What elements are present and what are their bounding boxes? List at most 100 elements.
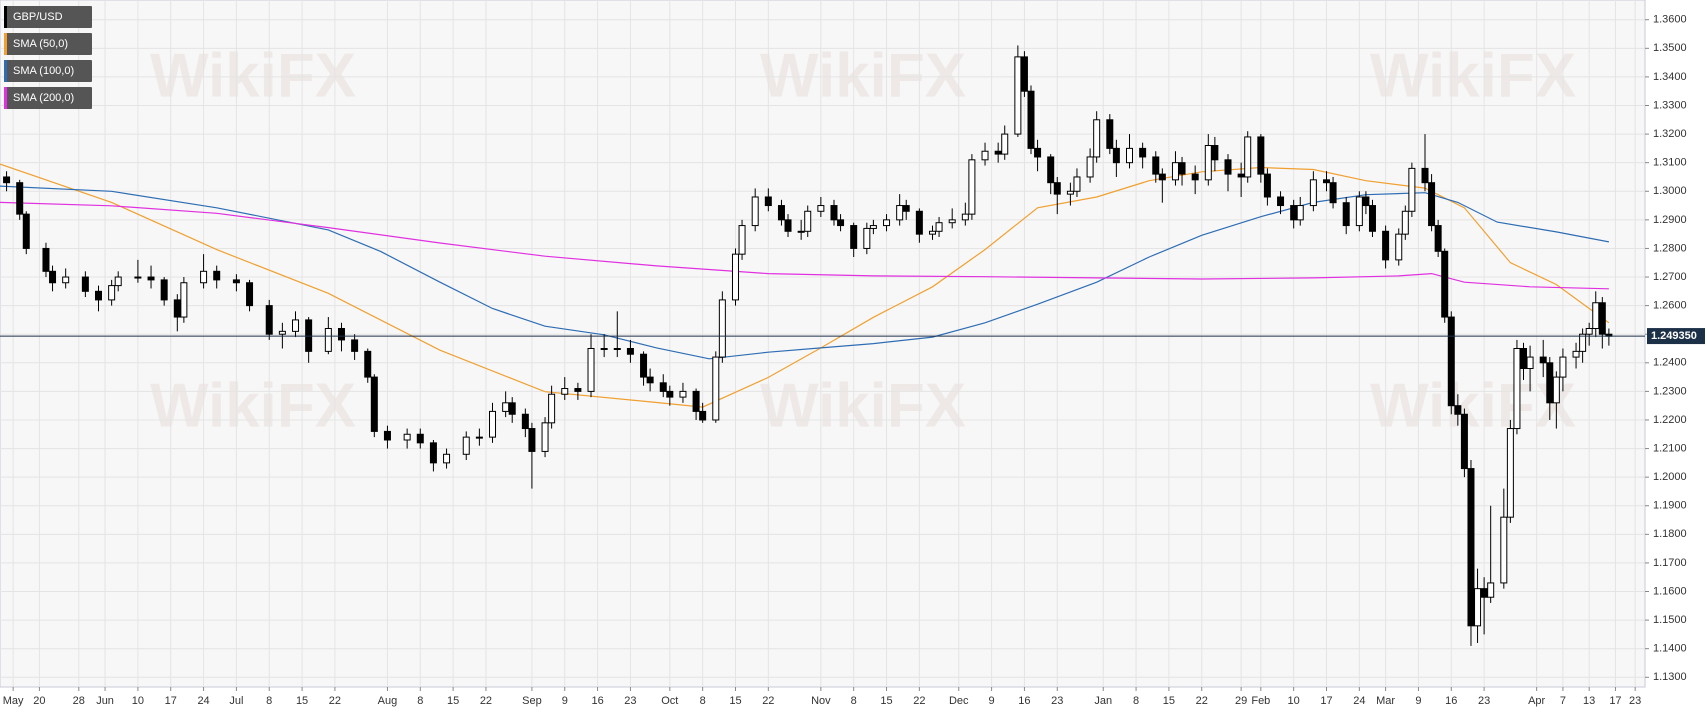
y-tick-label: 1.1600 xyxy=(1653,585,1687,597)
candle-body xyxy=(1480,588,1488,598)
candle-body xyxy=(1342,202,1350,227)
y-tick-label: 1.2300 xyxy=(1653,385,1687,397)
candle-body xyxy=(1546,362,1554,404)
candle-body xyxy=(528,428,536,452)
candle-body xyxy=(869,225,877,229)
candle-body xyxy=(1093,119,1101,158)
candle-body xyxy=(1290,205,1298,221)
candle-body xyxy=(246,282,254,307)
candle-body xyxy=(1296,205,1304,221)
x-tick-label: 8 xyxy=(700,695,706,707)
y-tick-label: 1.3200 xyxy=(1653,128,1687,140)
x-tick-label: Jan xyxy=(1094,695,1112,707)
candle-body xyxy=(981,150,989,161)
y-tick-label: 1.1900 xyxy=(1653,500,1687,512)
candle-body xyxy=(850,225,858,249)
candle-body xyxy=(1500,516,1508,584)
candle-body xyxy=(1592,302,1600,329)
candle-body xyxy=(968,159,976,215)
candle-body xyxy=(370,376,378,432)
candle-body xyxy=(659,382,667,392)
y-tick-label: 1.1300 xyxy=(1653,671,1687,683)
candle-body xyxy=(1579,333,1587,352)
axes: 1.3600 1.3500 1.3400 1.3300 1.3200 1.3100 1.30… xyxy=(0,14,1705,707)
candle-body xyxy=(1139,147,1147,158)
x-tick-label: 15 xyxy=(1163,695,1175,707)
candle-body xyxy=(935,222,943,232)
candle-body xyxy=(640,353,648,378)
candle-body xyxy=(1027,90,1035,149)
legend-box xyxy=(4,33,92,55)
candle-body xyxy=(1178,162,1186,175)
sma-line xyxy=(0,185,1610,360)
candle-body xyxy=(830,205,838,221)
candle-body xyxy=(1382,230,1390,261)
candle-body xyxy=(1526,356,1534,370)
candle-body xyxy=(114,276,122,287)
candle-body xyxy=(1408,167,1416,212)
y-tick-label: 1.1500 xyxy=(1653,614,1687,626)
candle-body xyxy=(1559,356,1567,378)
sma-line xyxy=(0,201,1609,290)
candle-body xyxy=(147,276,155,281)
y-tick-label: 1.2400 xyxy=(1653,357,1687,369)
candle-body xyxy=(95,290,103,301)
candle-body xyxy=(1539,356,1547,364)
x-tick-label: 8 xyxy=(1133,695,1139,707)
candle-body xyxy=(462,436,470,455)
candle-body xyxy=(443,453,451,464)
candle-body xyxy=(961,213,969,221)
candle-body xyxy=(1513,348,1521,430)
x-tick-label: 24 xyxy=(197,695,209,707)
x-tick-label: Jul xyxy=(229,695,243,707)
candle-body xyxy=(1520,348,1528,370)
candle-body xyxy=(718,299,726,358)
candle-body xyxy=(521,413,529,430)
x-tick-label: 22 xyxy=(1196,695,1208,707)
x-tick-label: 17 xyxy=(1609,695,1621,707)
y-tick-label: 1.2600 xyxy=(1653,300,1687,312)
candle-body xyxy=(62,276,70,284)
candle-body xyxy=(883,219,891,227)
legend-label: SMA (200,0) xyxy=(13,92,74,104)
candle-body xyxy=(16,182,24,215)
legend-box xyxy=(4,6,92,28)
candle-body xyxy=(915,210,923,235)
x-tick-label: Dec xyxy=(949,695,969,707)
candle-body xyxy=(1277,196,1285,207)
x-tick-label: Apr xyxy=(1528,695,1545,707)
candle-body xyxy=(1552,376,1560,404)
y-tick-label: 1.2200 xyxy=(1653,414,1687,426)
candle-body xyxy=(1191,173,1199,181)
candle-body xyxy=(160,279,168,301)
x-tick-label: Sep xyxy=(522,695,542,707)
x-tick-label: 15 xyxy=(880,695,892,707)
legend-label: SMA (100,0) xyxy=(13,65,74,77)
candle-body xyxy=(751,196,759,227)
candles xyxy=(3,45,1613,646)
candle-body xyxy=(600,348,608,351)
x-tick-label: 13 xyxy=(1583,695,1595,707)
candle-body xyxy=(1421,167,1429,184)
y-tick-label: 1.3100 xyxy=(1653,157,1687,169)
legend-box xyxy=(4,87,92,109)
x-tick-label: 22 xyxy=(913,695,925,707)
candle-body xyxy=(902,205,910,212)
candle-body xyxy=(541,422,549,452)
x-tick-label: Mar xyxy=(1376,695,1395,707)
watermark: WikiFX xyxy=(760,371,966,440)
candle-body xyxy=(1487,582,1495,598)
candle-body xyxy=(278,330,286,335)
candle-body xyxy=(475,436,483,439)
x-tick-label: 8 xyxy=(266,695,272,707)
candle-body xyxy=(1106,119,1114,149)
candle-body xyxy=(896,205,904,221)
x-tick-label: 23 xyxy=(624,695,636,707)
candle-body xyxy=(1244,136,1252,178)
candle-body xyxy=(49,270,57,284)
candle-body xyxy=(1572,350,1580,358)
x-tick-label: Feb xyxy=(1251,695,1270,707)
candle-body xyxy=(1441,250,1449,318)
candle-body xyxy=(561,388,569,395)
